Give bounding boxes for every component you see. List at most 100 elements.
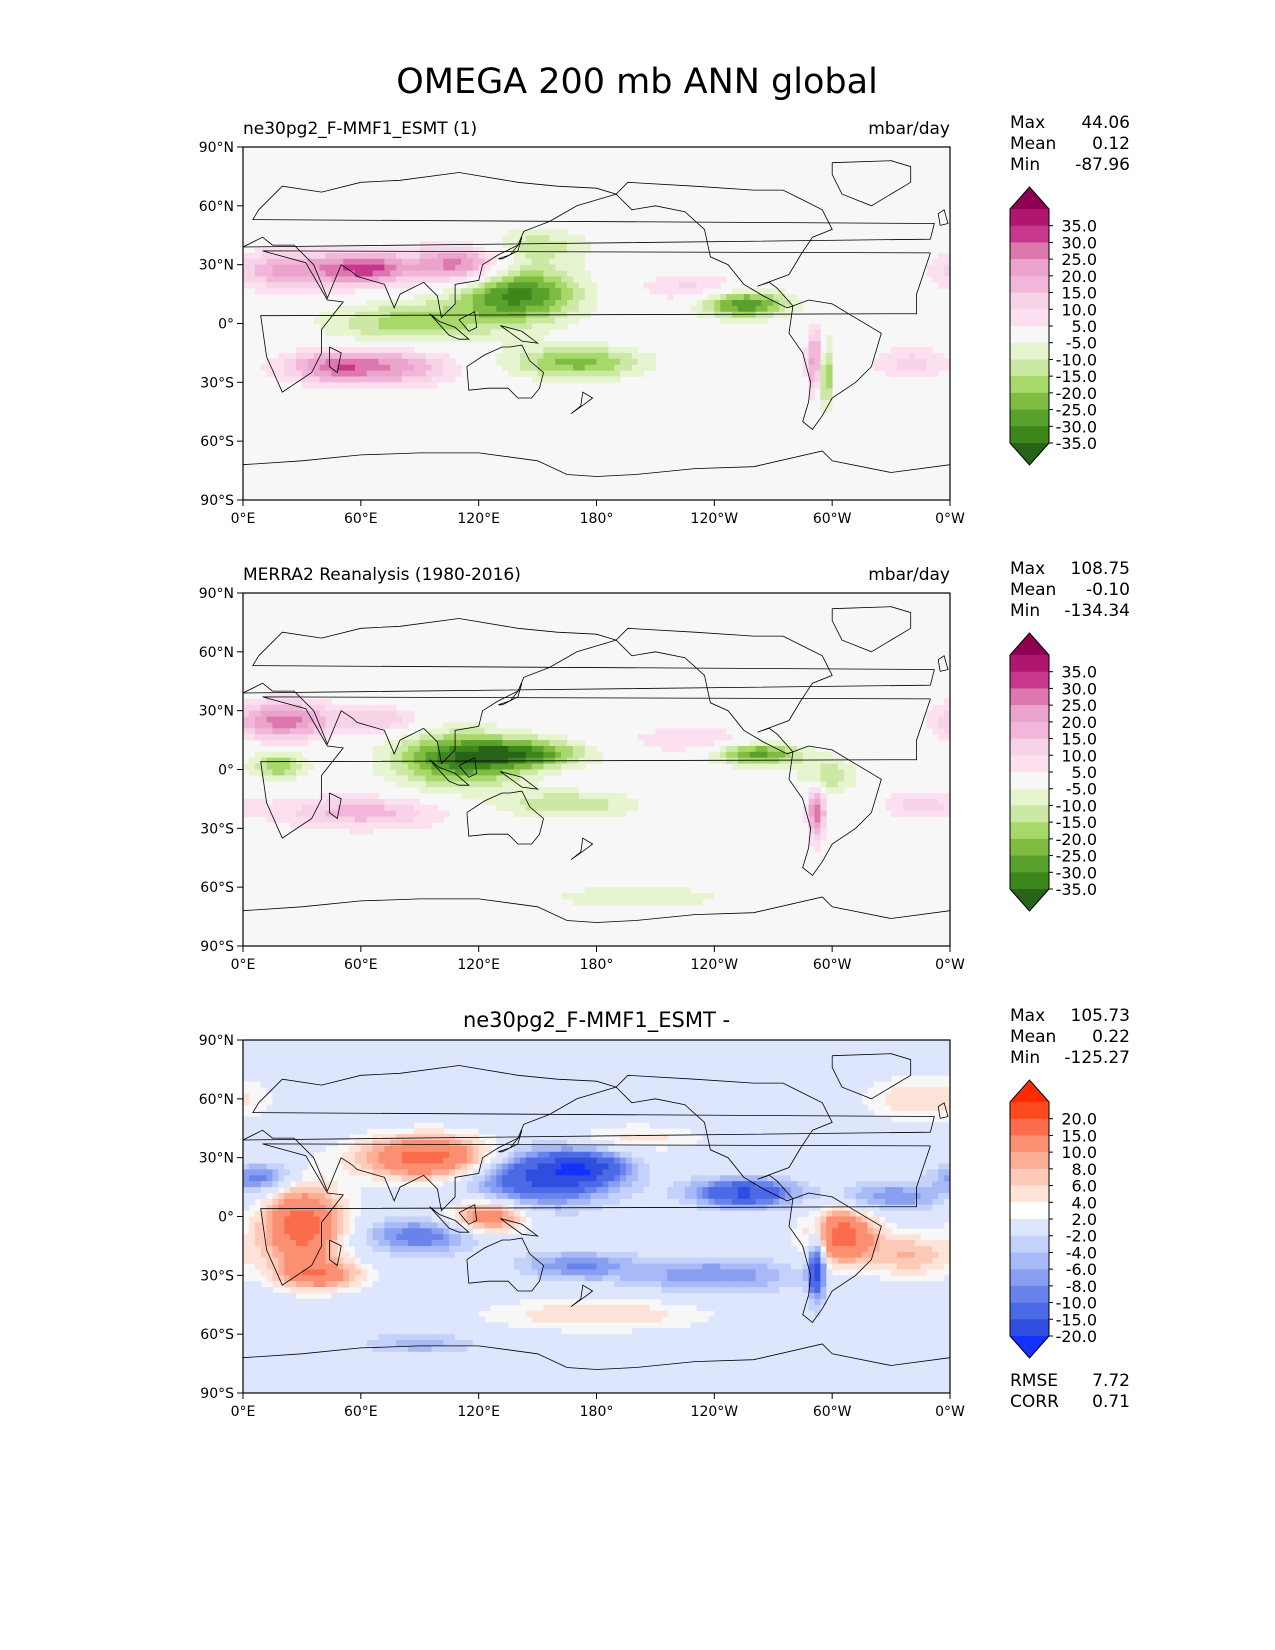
field-cell [508,370,515,377]
field-cell [555,1045,562,1053]
field-cell [325,1063,332,1070]
field-cell [914,364,921,371]
field-cell [366,716,374,723]
field-cell [749,1087,756,1094]
field-cell [331,793,338,800]
field-cell [372,1075,379,1082]
field-cell [519,352,527,360]
field-cell [431,1092,438,1100]
field-cell [360,317,368,324]
field-cell [349,252,356,260]
field-cell [372,728,379,735]
field-cell [284,282,291,289]
field-cell [525,1045,533,1053]
field-cell [785,1045,792,1053]
field-cell [260,710,267,717]
field-cell [390,382,397,389]
field-cell [702,734,709,741]
panel-title-left: MERRA2 Reanalysis (1980-2016) [243,565,521,585]
field-cell [437,299,444,307]
field-cell [814,1122,821,1129]
field-cell [867,1128,874,1135]
field-cell [378,704,385,712]
field-cell [437,1063,444,1070]
field-cell [296,1057,303,1064]
field-cell [466,1069,474,1076]
field-cell [584,887,592,894]
coastlines [243,606,950,923]
field-cell [914,793,921,800]
field-cell [407,740,415,747]
field-cell [649,364,656,371]
field-cell [537,235,544,242]
field-cell [366,822,374,829]
field-cell [384,258,391,266]
field-cell [631,1116,639,1123]
field-cell [726,305,733,313]
field-cell [331,1075,338,1082]
field-cell [867,1069,874,1076]
field-cell [425,1092,432,1100]
field-cell [678,745,686,753]
field-cell [555,763,562,770]
field-cell [496,305,503,313]
field-cell [307,1045,315,1053]
field-cell [484,1057,491,1064]
field-cell [407,822,415,829]
field-cell [354,252,362,260]
field-cell [696,1110,703,1117]
field-cell [891,793,898,800]
field-cell [525,270,533,277]
field-cell [743,1087,751,1094]
field-cell [608,376,615,383]
field-cell [690,1075,698,1082]
field-cell [537,264,544,271]
field-cell [838,1116,845,1123]
colorbar-tick-label: -25.0 [1056,847,1097,866]
field-cell [873,1040,880,1047]
field-cell [337,1110,344,1117]
field-cell [431,1104,438,1111]
field-cell [266,276,273,283]
field-cell [543,1045,550,1053]
field-cell [372,335,379,342]
field-cell [390,704,397,712]
y-tick-label: 90°N [199,586,234,602]
field-cell [431,299,438,307]
field-cell [561,793,568,800]
field-cell [431,751,438,759]
field-cell [661,1122,668,1129]
field-cell [673,1040,680,1047]
colorbar-tick-label: 20.0 [1061,713,1097,732]
field-cell [425,816,432,823]
field-cell [325,734,332,741]
field-cell [531,247,538,254]
field-cell [761,317,768,324]
field-cell [944,1128,950,1135]
field-cell [690,305,698,313]
field-cell [360,1063,368,1070]
field-cell [431,1051,438,1059]
field-cell [407,1134,415,1141]
field-cell [790,1040,798,1047]
field-cell [366,252,374,260]
field-cell [484,793,491,800]
field-cell [643,1081,650,1088]
field-cell [466,252,474,260]
field-cell [254,1075,262,1082]
field-cell [525,247,533,254]
field-cell [260,804,267,812]
x-tick-label: 180° [580,957,614,973]
field-cell [419,822,427,829]
field-cell [920,1128,927,1135]
field-cell [896,1140,904,1147]
field-cell [460,1069,468,1076]
field-cell [519,769,527,776]
field-cell [891,1069,898,1076]
field-cell [838,1063,845,1070]
field-cell [944,704,950,712]
field-cell [525,1051,533,1059]
field-cell [555,1057,562,1064]
field-cell [543,282,550,289]
field-cell [443,763,450,770]
